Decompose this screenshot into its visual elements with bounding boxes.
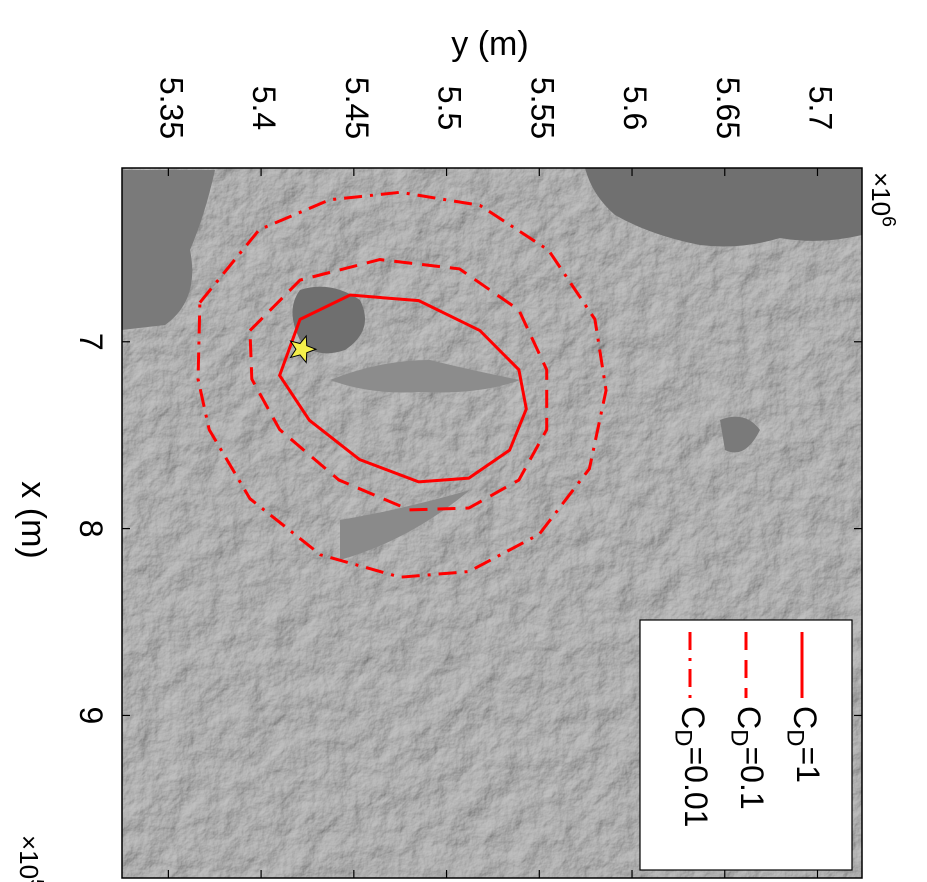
y-tick-label: 5.55 [524,77,560,139]
y-tick-label: 5.7 [802,86,838,130]
y-tick-label: 5.6 [617,86,653,130]
chart: y (m) x (m) ×106 ×105 5.35 5.4 5.45 5.5 5.55… [0,0,927,882]
y-tick-label: 5.5 [431,86,467,130]
x-multiplier: ×105 [14,835,48,882]
x-tick-label: 8 [73,520,109,538]
y-axis-title: y (m) [451,25,528,63]
x-axis-title: x (m) [14,481,52,558]
x-tick-label: 9 [73,707,109,725]
y-tick-label: 5.45 [338,77,374,139]
y-multiplier: ×106 [866,172,900,227]
y-tick-label: 5.65 [709,77,745,139]
x-tick-label: 7 [73,333,109,351]
y-tick-label: 5.35 [153,77,189,139]
y-tick-label: 5.4 [246,86,282,130]
